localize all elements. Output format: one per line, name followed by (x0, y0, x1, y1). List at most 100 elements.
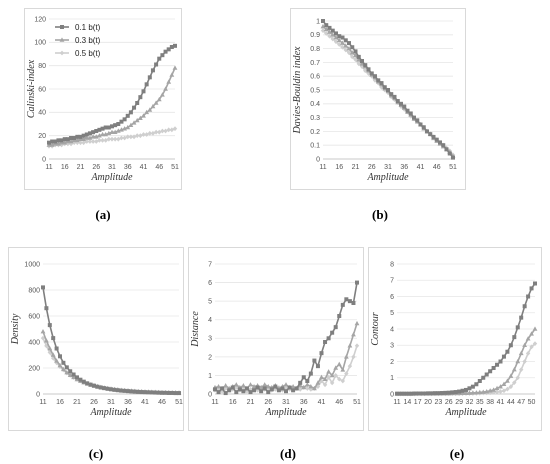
data-point (67, 372, 73, 377)
data-point (119, 388, 124, 393)
data-point (64, 365, 69, 370)
data-point (425, 129, 429, 134)
data-point (213, 387, 217, 392)
data-point (333, 325, 338, 330)
y-tick-label: 600 (28, 313, 40, 320)
data-point (109, 387, 113, 392)
data-point (75, 375, 79, 380)
y-tick-label: 3 (208, 336, 212, 343)
y-tick-label: 5 (390, 310, 394, 317)
x-tick-label: 36 (400, 164, 408, 171)
data-point (529, 286, 534, 291)
x-tick-label: 46 (433, 164, 441, 171)
data-point (154, 62, 159, 67)
x-tick-label: 26 (445, 399, 453, 406)
data-point (100, 131, 105, 137)
data-point (359, 64, 365, 69)
data-point (40, 335, 46, 341)
data-point (434, 137, 439, 142)
data-point (132, 389, 137, 394)
data-point (522, 304, 527, 309)
data-point (223, 391, 228, 396)
data-point (473, 390, 479, 395)
data-point (343, 354, 349, 359)
data-point (56, 138, 61, 143)
y-tick-label: 20 (38, 133, 46, 140)
data-point (470, 390, 476, 395)
y-tick-label: 1 (208, 373, 212, 380)
data-point (44, 306, 49, 311)
data-point (47, 350, 52, 355)
data-point (526, 294, 531, 299)
data-point (68, 369, 73, 374)
x-tick-label: 51 (449, 164, 457, 171)
x-axis-title: Amplitude (89, 407, 132, 418)
data-point (453, 390, 458, 395)
data-point (291, 388, 296, 393)
y-tick-label: 0 (390, 391, 394, 398)
data-point (103, 125, 108, 130)
data-point (487, 388, 493, 393)
data-point (347, 343, 353, 348)
data-point (327, 25, 332, 30)
x-tick-label: 16 (56, 399, 64, 406)
data-point (333, 365, 339, 370)
data-point (522, 342, 528, 348)
data-point (122, 126, 127, 131)
data-point (372, 77, 378, 83)
legend-marker (59, 50, 65, 56)
data-point (53, 139, 58, 144)
data-point (62, 140, 68, 145)
y-tick-label: 0.6 (310, 74, 320, 81)
data-point (116, 136, 121, 142)
data-point (122, 388, 127, 393)
data-point (87, 135, 93, 140)
data-point (216, 390, 221, 395)
data-point (131, 120, 137, 125)
data-point (163, 390, 168, 395)
data-point (75, 140, 80, 146)
data-point (134, 117, 140, 123)
data-point (144, 109, 150, 115)
data-point (266, 390, 271, 395)
y-tick-label: 0.3 (310, 115, 320, 122)
x-axis-title: Amplitude (90, 172, 133, 183)
data-point (112, 387, 117, 392)
data-point (166, 390, 171, 395)
x-tick-label: 44 (507, 399, 515, 406)
data-point (244, 386, 249, 391)
data-point (344, 371, 349, 376)
x-tick-label: 11 (319, 164, 326, 171)
x-tick-label: 31 (108, 164, 116, 171)
y-tick-label: 2 (390, 359, 394, 366)
data-point (141, 113, 146, 118)
data-point (78, 377, 83, 382)
data-point (333, 34, 339, 40)
x-tick-label: 46 (335, 399, 343, 406)
data-point (61, 366, 66, 372)
y-tick-label: 1 (390, 375, 394, 382)
y-tick-label: 120 (34, 16, 46, 23)
data-point (429, 391, 434, 396)
x-tick-label: 35 (476, 399, 484, 406)
y-tick-label: 1 (316, 18, 320, 25)
data-point (347, 299, 352, 304)
data-point (363, 63, 368, 68)
data-point (330, 330, 335, 335)
data-point (464, 387, 468, 392)
data-point (50, 352, 56, 357)
data-point (436, 391, 441, 396)
data-point (237, 387, 242, 392)
data-point (419, 391, 424, 396)
data-point (262, 382, 268, 387)
data-point (103, 137, 108, 143)
data-point (51, 336, 56, 341)
x-tick-label: 26 (92, 164, 100, 171)
data-point (494, 389, 500, 395)
data-point (149, 390, 154, 395)
x-tick-label: 26 (264, 399, 272, 406)
x-tick-label: 31 (107, 399, 115, 406)
data-point (326, 374, 331, 380)
data-point (491, 387, 496, 392)
data-point (112, 129, 118, 134)
